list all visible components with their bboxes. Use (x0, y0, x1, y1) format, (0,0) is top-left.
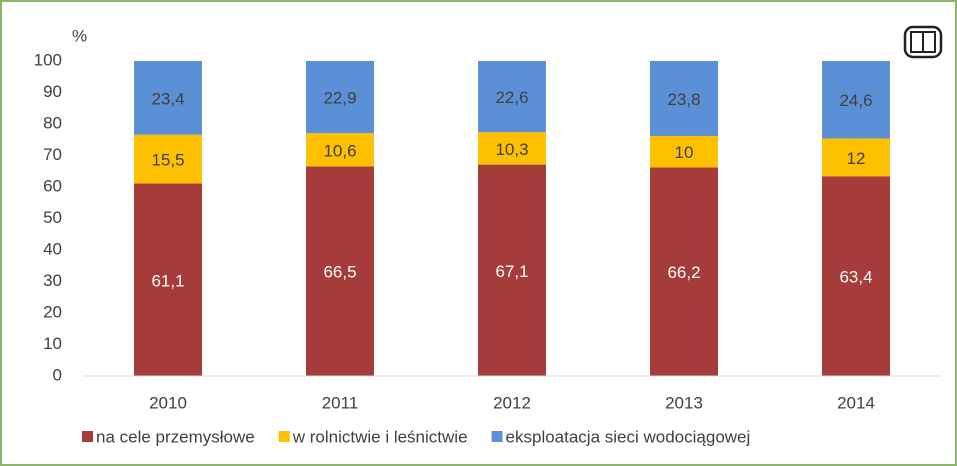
x-tick-label: 2012 (493, 393, 531, 412)
legend-label: eksploatacja sieci wodociągowej (506, 427, 751, 446)
x-tick-label: 2013 (665, 393, 703, 412)
bar-segment (478, 164, 546, 376)
data-label: 67,1 (495, 262, 528, 281)
legend-label: na cele przemysłowe (96, 427, 255, 446)
x-tick-label: 2011 (322, 393, 359, 412)
bar-segment (306, 133, 374, 167)
y-tick-label: 80 (43, 113, 62, 132)
y-axis-label: % (72, 26, 87, 45)
data-label: 10,6 (323, 141, 356, 160)
bar-segment (306, 166, 374, 376)
y-tick-label: 70 (43, 145, 62, 164)
data-label: 63,4 (839, 268, 872, 287)
y-tick-label: 90 (43, 82, 62, 101)
data-label: 15,5 (151, 151, 184, 170)
bar-segment (650, 135, 718, 168)
data-label: 23,4 (151, 89, 184, 108)
data-label: 10,3 (495, 140, 528, 159)
bar-segment (134, 134, 202, 184)
data-label: 22,6 (495, 88, 528, 107)
y-tick-label: 100 (34, 50, 62, 69)
y-tick-label: 30 (43, 271, 62, 290)
x-tick-label: 2014 (837, 393, 875, 412)
bar-segment (650, 167, 718, 376)
bar-segment (134, 61, 202, 135)
legend-swatch (278, 431, 290, 442)
data-label: 10 (675, 143, 694, 162)
y-tick-label: 60 (43, 176, 62, 195)
data-label: 22,9 (323, 89, 356, 108)
y-tick-label: 10 (43, 334, 62, 353)
y-tick-label: 20 (43, 302, 62, 321)
bar-segment (306, 61, 374, 134)
legend-swatch (491, 431, 503, 442)
bar-segment (822, 176, 890, 376)
legend-label: w rolnictwie i leśnictwie (292, 427, 468, 446)
bar-segment (134, 183, 202, 376)
y-tick-label: 50 (43, 208, 62, 227)
data-label: 24,6 (839, 91, 872, 110)
x-tick-label: 2010 (149, 393, 187, 412)
data-label: 66,5 (323, 263, 356, 282)
y-tick-label: 40 (43, 239, 62, 258)
logo (903, 25, 943, 59)
data-label: 12 (847, 149, 866, 168)
data-label: 23,8 (667, 90, 700, 109)
bar-segment (822, 61, 890, 139)
bar-segment (478, 132, 546, 165)
data-label: 66,2 (667, 263, 700, 282)
data-label: 61,1 (151, 271, 184, 290)
bar-segment (650, 61, 718, 136)
bar-segment (822, 138, 890, 177)
legend-swatch (82, 431, 93, 442)
y-tick-label: 0 (53, 365, 62, 384)
bar-segment (478, 61, 546, 133)
